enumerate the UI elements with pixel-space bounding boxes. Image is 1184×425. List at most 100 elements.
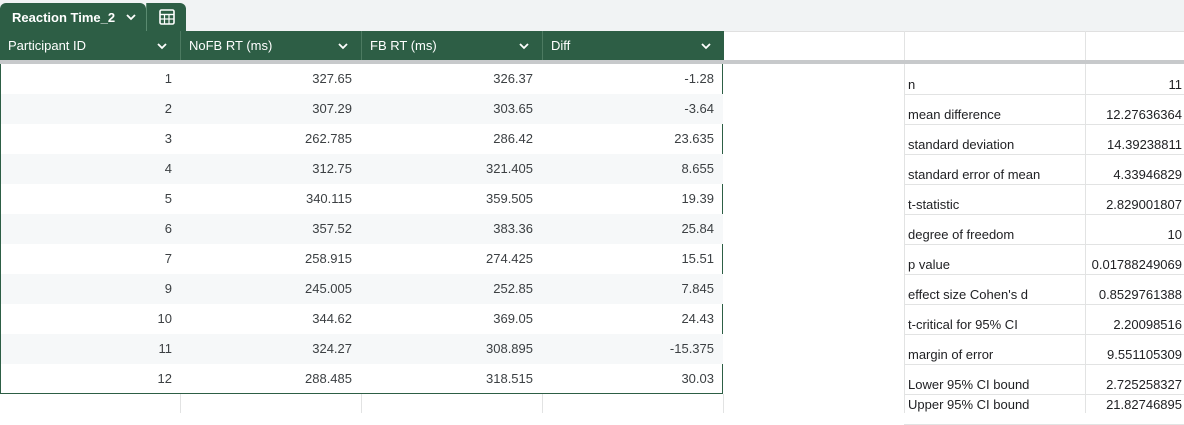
- participant-id-cell[interactable]: 2: [164, 101, 172, 116]
- table-row: 9 245.005 252.85 7.845: [1, 274, 723, 304]
- nofb-rt-cell[interactable]: 307.29: [312, 101, 352, 116]
- diff-cell[interactable]: 19.39: [681, 191, 714, 206]
- stat-label[interactable]: n: [908, 77, 916, 92]
- fb-rt-cell[interactable]: 274.425: [486, 251, 533, 266]
- diff-cell[interactable]: 7.845: [681, 281, 714, 296]
- fb-rt-cell[interactable]: 286.42: [493, 131, 533, 146]
- nofb-rt-cell[interactable]: 327.65: [312, 71, 352, 86]
- column-header-label: FB RT (ms): [370, 38, 437, 53]
- diff-cell[interactable]: 23.635: [674, 131, 714, 146]
- stat-label[interactable]: Lower 95% CI bound: [908, 377, 1030, 392]
- table-row: 10 344.62 369.05 24.43: [1, 304, 723, 334]
- grid-line: [904, 184, 1184, 185]
- stat-value[interactable]: 2.829001807: [1106, 197, 1182, 212]
- stat-value[interactable]: 0.8529761388: [1098, 287, 1182, 302]
- participant-id-cell[interactable]: 5: [164, 191, 172, 206]
- grid-line: [904, 31, 905, 413]
- stat-value[interactable]: 11: [1168, 77, 1183, 92]
- fb-rt-cell[interactable]: 318.515: [486, 371, 533, 386]
- column-header-diff[interactable]: Diff: [543, 31, 724, 60]
- diff-cell[interactable]: 25.84: [681, 221, 714, 236]
- participant-id-cell[interactable]: 3: [164, 131, 172, 146]
- fb-rt-cell[interactable]: 326.37: [493, 71, 533, 86]
- stat-label[interactable]: standard deviation: [908, 137, 1015, 152]
- stat-value[interactable]: 14.39238811: [1107, 137, 1182, 152]
- stat-value[interactable]: 2.725258327: [1106, 377, 1182, 392]
- column-header-participant-id[interactable]: Participant ID: [0, 31, 181, 60]
- stat-label[interactable]: margin of error: [908, 347, 994, 362]
- table-row: 12 288.485 318.515 30.03: [1, 364, 723, 394]
- diff-cell[interactable]: -3.64: [684, 101, 714, 116]
- stat-label[interactable]: standard error of mean: [908, 167, 1041, 182]
- sheet-tab[interactable]: Reaction Time_2: [0, 3, 146, 31]
- stat-label[interactable]: Upper 95% CI bound: [908, 397, 1030, 412]
- fb-rt-cell[interactable]: 369.05: [493, 311, 533, 326]
- nofb-rt-cell[interactable]: 258.915: [305, 251, 352, 266]
- participant-id-cell[interactable]: 6: [164, 221, 172, 236]
- diff-cell[interactable]: -15.375: [669, 341, 714, 356]
- column-header-label: Participant ID: [8, 38, 87, 53]
- diff-cell[interactable]: 30.03: [681, 371, 714, 386]
- participant-id-cell[interactable]: 7: [164, 251, 172, 266]
- chevron-down-icon[interactable]: [518, 40, 530, 55]
- grid-line: [904, 154, 1184, 155]
- nofb-rt-cell[interactable]: 245.005: [305, 281, 352, 296]
- stat-label[interactable]: p value: [908, 257, 950, 272]
- fb-rt-cell[interactable]: 308.895: [486, 341, 533, 356]
- stat-label[interactable]: mean difference: [908, 107, 1001, 122]
- participant-id-cell[interactable]: 9: [164, 281, 172, 296]
- nofb-rt-cell[interactable]: 344.62: [312, 311, 352, 326]
- stat-label[interactable]: degree of freedom: [908, 227, 1015, 242]
- table-row: 11 324.27 308.895 -15.375: [1, 334, 723, 364]
- participant-id-cell[interactable]: 11: [158, 341, 173, 356]
- table-row: 7 258.915 274.425 15.51: [1, 244, 723, 274]
- grid-line: [904, 334, 1184, 335]
- grid-line: [904, 304, 1184, 305]
- chevron-down-icon[interactable]: [700, 40, 712, 55]
- column-header-nofb-rt[interactable]: NoFB RT (ms): [181, 31, 362, 60]
- stat-value[interactable]: 2.20098516: [1113, 317, 1182, 332]
- sheet-tab-label: Reaction Time_2: [12, 9, 116, 25]
- participant-id-cell[interactable]: 4: [164, 161, 172, 176]
- stat-label[interactable]: t-critical for 95% CI: [908, 317, 1018, 332]
- diff-cell[interactable]: 8.655: [681, 161, 714, 176]
- diff-cell[interactable]: -1.28: [684, 71, 714, 86]
- stat-value[interactable]: 9.551105309: [1107, 347, 1182, 362]
- stat-label[interactable]: t-statistic: [908, 197, 960, 212]
- chevron-down-icon[interactable]: [337, 40, 349, 55]
- nofb-rt-cell[interactable]: 324.27: [312, 341, 352, 356]
- table-row: 3 262.785 286.42 23.635: [1, 124, 723, 154]
- table-icon[interactable]: [146, 3, 186, 31]
- participant-id-cell[interactable]: 1: [164, 71, 172, 86]
- diff-cell[interactable]: 24.43: [681, 311, 714, 326]
- participant-id-cell[interactable]: 12: [157, 371, 172, 386]
- grid-line: [904, 364, 1184, 365]
- chevron-down-icon[interactable]: [156, 40, 168, 55]
- stat-value[interactable]: 12.27636364: [1106, 107, 1182, 122]
- stat-value[interactable]: 4.33946829: [1113, 167, 1182, 182]
- chevron-down-icon[interactable]: [125, 11, 137, 23]
- stat-value[interactable]: 21.82746895: [1106, 397, 1182, 412]
- table-row: 5 340.115 359.505 19.39: [1, 184, 723, 214]
- fb-rt-cell[interactable]: 303.65: [493, 101, 533, 116]
- stat-value[interactable]: 0.01788249069: [1091, 257, 1182, 272]
- table-header: Participant ID NoFB RT (ms) FB RT (ms) D…: [0, 31, 724, 60]
- nofb-rt-cell[interactable]: 288.485: [305, 371, 352, 386]
- sheet-tab-strip: Reaction Time_2: [0, 0, 1184, 32]
- grid-line: [904, 274, 1184, 275]
- fb-rt-cell[interactable]: 321.405: [486, 161, 533, 176]
- fb-rt-cell[interactable]: 359.505: [486, 191, 533, 206]
- fb-rt-cell[interactable]: 252.85: [493, 281, 533, 296]
- table-row: 1 327.65 326.37 -1.28: [1, 64, 723, 94]
- nofb-rt-cell[interactable]: 357.52: [312, 221, 352, 236]
- stat-label[interactable]: effect size Cohen's d: [908, 287, 1029, 302]
- column-header-fb-rt[interactable]: FB RT (ms): [362, 31, 543, 60]
- diff-cell[interactable]: 15.51: [681, 251, 714, 266]
- column-header-label: NoFB RT (ms): [189, 38, 273, 53]
- nofb-rt-cell[interactable]: 340.115: [305, 191, 352, 206]
- nofb-rt-cell[interactable]: 262.785: [305, 131, 352, 146]
- stat-value[interactable]: 10: [1167, 227, 1182, 242]
- nofb-rt-cell[interactable]: 312.75: [312, 161, 352, 176]
- fb-rt-cell[interactable]: 383.36: [493, 221, 533, 236]
- participant-id-cell[interactable]: 10: [157, 311, 172, 326]
